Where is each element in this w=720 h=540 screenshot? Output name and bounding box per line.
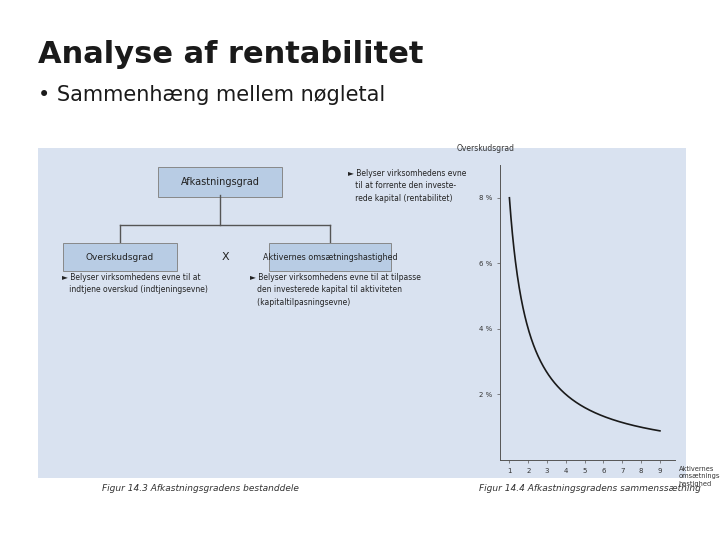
Text: ► Belyser virksomhedens evne
   til at forrente den investe-
   rede kapital (re: ► Belyser virksomhedens evne til at forr…: [348, 169, 467, 203]
Text: ► Belyser virksomhedens evne til at tilpasse
   den investerede kapital til akti: ► Belyser virksomhedens evne til at tilp…: [250, 273, 421, 307]
Text: Aktivernes omsætningshastighed: Aktivernes omsætningshastighed: [263, 253, 397, 261]
Text: ► Belyser virksomhedens evne til at
   indtjene overskud (indtjeningsevne): ► Belyser virksomhedens evne til at indt…: [62, 273, 208, 294]
Text: • Sammenhæng mellem nøgletal: • Sammenhæng mellem nøgletal: [38, 85, 385, 105]
Text: Figur 14.3 Afkastningsgradens bestanddele: Figur 14.3 Afkastningsgradens bestanddel…: [102, 484, 298, 493]
Text: Overskudsgrad: Overskudsgrad: [86, 253, 154, 261]
FancyBboxPatch shape: [38, 148, 686, 478]
Text: Afkastningsgrad: Afkastningsgrad: [181, 177, 259, 187]
Text: X: X: [221, 252, 229, 262]
Text: Aktivernes
omsætnings-
hastighed: Aktivernes omsætnings- hastighed: [678, 466, 720, 487]
FancyBboxPatch shape: [158, 167, 282, 197]
FancyBboxPatch shape: [269, 243, 391, 271]
Text: Analyse af rentabilitet: Analyse af rentabilitet: [38, 40, 423, 69]
Text: Overskudsgrad: Overskudsgrad: [456, 144, 514, 153]
Text: Figur 14.4 Afkastningsgradens sammenssætning: Figur 14.4 Afkastningsgradens sammenssæt…: [479, 484, 701, 493]
FancyBboxPatch shape: [63, 243, 177, 271]
